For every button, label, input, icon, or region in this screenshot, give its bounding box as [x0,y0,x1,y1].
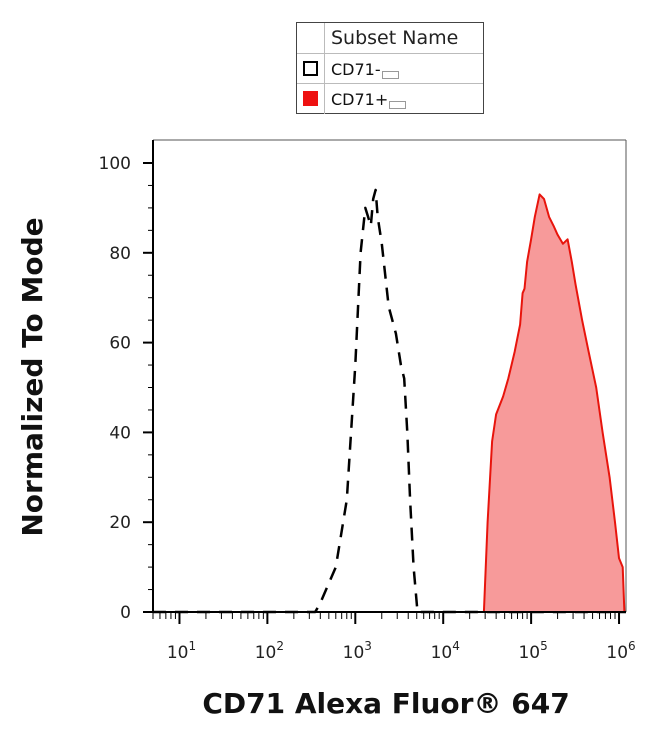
y-tick-label-20: 20 [109,513,131,533]
legend-item-cd71-positive[interactable]: CD71+ [297,84,483,114]
series-area-cd71-positive [153,194,626,612]
x-tick-base: 10 [167,643,189,663]
legend-swatch-cd71-positive [303,91,318,106]
legend-header-label: Subset Name [331,27,459,49]
x-tick-exponent: 2 [276,639,284,653]
y-tick-label-100: 100 [99,154,131,174]
legend-item-text: CD71+ [331,90,407,109]
x-tick-base: 10 [606,643,628,663]
x-tick-label-10-6: 106 [606,639,635,663]
legend-swatch-cell [297,54,325,83]
x-tick-base: 10 [255,643,277,663]
x-tick-label-10-4: 104 [431,639,460,663]
legend-table: Subset Name CD71- CD71+ [296,22,484,114]
x-tick-base: 10 [431,643,453,663]
legend-item-cd71-negative[interactable]: CD71- [297,54,483,84]
legend-header-row: Subset Name [297,23,483,54]
series-layer [153,188,626,614]
legend-edit-box [389,101,407,109]
x-tick-base: 10 [518,643,540,663]
legend-label-cd71-positive: CD71+ [331,90,389,109]
legend-header-blank-cell [297,23,325,53]
y-tick-label-80: 80 [109,244,131,264]
x-tick-exponent: 5 [540,639,548,653]
x-tick-exponent: 4 [452,639,460,653]
x-tick-exponent: 3 [364,639,372,653]
y-tick-label-60: 60 [109,334,131,354]
y-tick-label-0: 0 [120,603,131,623]
legend-swatch-cell [297,84,325,114]
series-line-cd71-negative [153,188,626,614]
series-line-cd71-positive [153,193,626,613]
legend-edit-box [381,71,399,79]
x-tick-label-10-5: 105 [518,639,547,663]
x-axis-label: CD71 Alexa Fluor® 647 [202,687,569,720]
legend-swatch-cd71-negative [303,61,318,76]
x-tick-exponent: 6 [628,639,636,653]
y-axis-label: Normalized To Mode [16,217,49,536]
x-tick-exponent: 1 [188,639,196,653]
legend-item-text: CD71- [331,60,399,79]
legend-label-cd71-negative: CD71- [331,60,381,79]
x-tick-label-10-3: 103 [343,639,372,663]
y-tick-label-40: 40 [109,423,131,443]
x-tick-label-10-2: 102 [255,639,284,663]
x-tick-label-10-1: 101 [167,639,196,663]
x-tick-base: 10 [343,643,365,663]
